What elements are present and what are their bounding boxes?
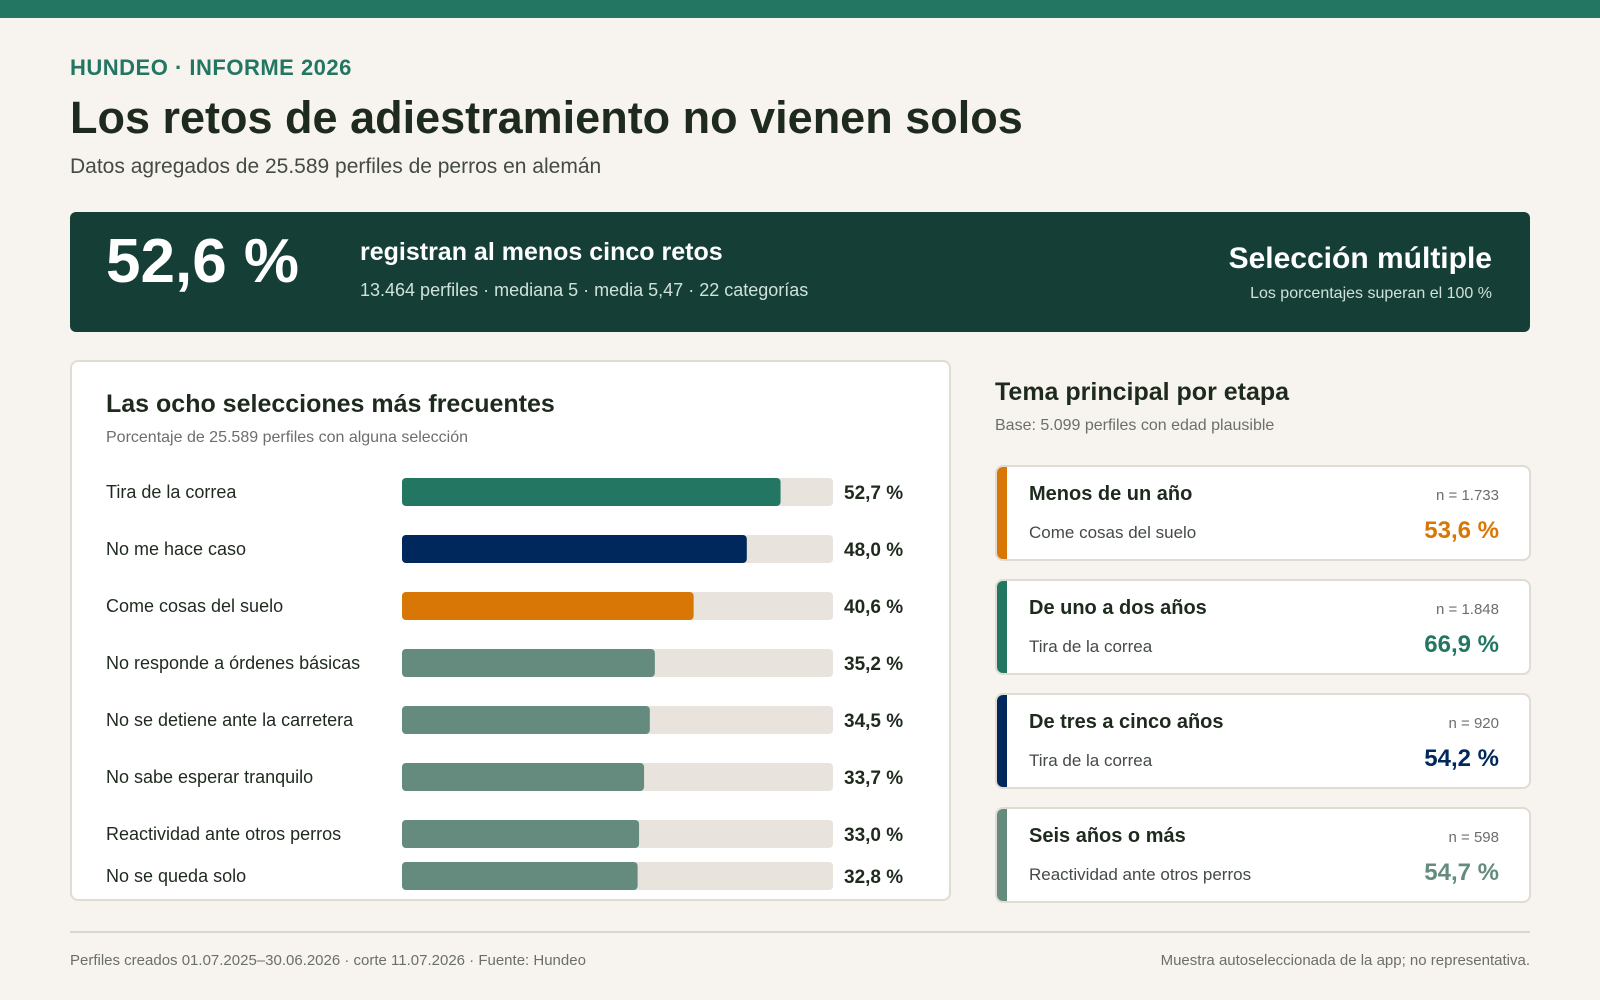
stage-accent (997, 809, 1007, 901)
bar-chart-card: Tira de la correa 52,7 % No me hace caso 48… (70, 360, 951, 901)
stage-accent (997, 581, 1007, 673)
top-accent-bar (0, 0, 1600, 18)
stage-card-one-to-two: De uno a dos años n = 1.848 Tira de la c… (995, 579, 1531, 675)
report-eyebrow: HUNDEO · INFORME 2026 (70, 55, 352, 80)
category-label: No responde a órdenes básicas (106, 653, 360, 673)
chart-subtitle: Porcentaje de 25.589 perfiles con alguna… (106, 429, 469, 446)
stage-topic: Come cosas del suelo (1029, 523, 1197, 542)
category-label: Come cosas del suelo (106, 596, 283, 616)
stage-topic: Tira de la correa (1029, 751, 1153, 770)
stage-accent (997, 695, 1007, 787)
value-label: 33,7 % (844, 768, 903, 789)
stage-card-under-one: Menos de un año n = 1.733 Come cosas del… (995, 465, 1531, 561)
category-label: No se detiene ante la carretera (106, 710, 354, 730)
stage-sample-size: n = 1.733 (1436, 487, 1499, 504)
stage-sample-size: n = 598 (1448, 829, 1499, 846)
stage-percentage: 54,2 % (1424, 745, 1499, 772)
value-label: 48,0 % (844, 540, 903, 561)
banner-big-value: 52,6 % (106, 227, 300, 296)
banner-right-subtitle: Los porcentajes superan el 100 % (1250, 285, 1492, 302)
value-label: 33,0 % (844, 825, 903, 846)
footer-source: Perfiles creados 01.07.2025–30.06.2026 ·… (70, 952, 586, 969)
bar (402, 763, 645, 791)
stage-topic: Reactividad ante otros perros (1029, 865, 1252, 884)
banner-right-title: Selección múltiple (1228, 242, 1492, 275)
stage-sample-size: n = 1.848 (1436, 601, 1499, 618)
stages-subtitle: Base: 5.099 perfiles con edad plausible (995, 417, 1275, 434)
stage-name: Menos de un año (1029, 483, 1193, 505)
bar (402, 820, 640, 848)
stage-percentage: 53,6 % (1424, 517, 1499, 544)
value-label: 32,8 % (844, 867, 903, 888)
bar (402, 592, 694, 620)
category-label: Tira de la correa (106, 482, 237, 502)
chart-title: Las ocho selecciones más frecuentes (106, 390, 555, 418)
stage-name: De tres a cinco años (1029, 711, 1224, 733)
stage-sample-size: n = 920 (1448, 715, 1499, 732)
value-label: 35,2 % (844, 654, 903, 675)
stage-percentage: 66,9 % (1424, 631, 1499, 658)
bar (402, 535, 747, 563)
bar (402, 478, 781, 506)
value-label: 40,6 % (844, 597, 903, 618)
stage-topic: Tira de la correa (1029, 637, 1153, 656)
footer-disclaimer: Muestra autoseleccionada de la app; no r… (1160, 952, 1530, 969)
bar (402, 862, 638, 890)
stage-card-three-to-five: De tres a cinco años n = 920 Tira de la … (995, 693, 1531, 789)
highlight-banner: 52,6 % registran al menos cinco retos 13… (70, 212, 1530, 332)
category-label: Reactividad ante otros perros (106, 824, 341, 844)
value-label: 52,7 % (844, 483, 903, 504)
stage-card-six-plus: Seis años o más n = 598 Reactividad ante… (995, 807, 1531, 903)
stage-name: De uno a dos años (1029, 597, 1207, 619)
footer-divider (70, 931, 1530, 933)
stage-percentage: 54,7 % (1424, 859, 1499, 886)
category-label: No se queda solo (106, 866, 246, 886)
stages-title: Tema principal por etapa (995, 378, 1290, 406)
bar (402, 649, 655, 677)
category-label: No me hace caso (106, 539, 246, 559)
bar-chart: Tira de la correa 52,7 % No me hace caso 48… (106, 478, 903, 890)
page-subtitle: Datos agregados de 25.589 perfiles de pe… (70, 155, 602, 178)
banner-meta: 13.464 perfiles · mediana 5 · media 5,47… (360, 280, 809, 300)
category-label: No sabe esperar tranquilo (106, 767, 313, 787)
page-title: Los retos de adiestramiento no vienen so… (70, 92, 1023, 143)
value-label: 34,5 % (844, 711, 903, 732)
stage-name: Seis años o más (1029, 825, 1186, 847)
banner-lead: registran al menos cinco retos (360, 238, 723, 266)
bar (402, 706, 650, 734)
stage-accent (997, 467, 1007, 559)
